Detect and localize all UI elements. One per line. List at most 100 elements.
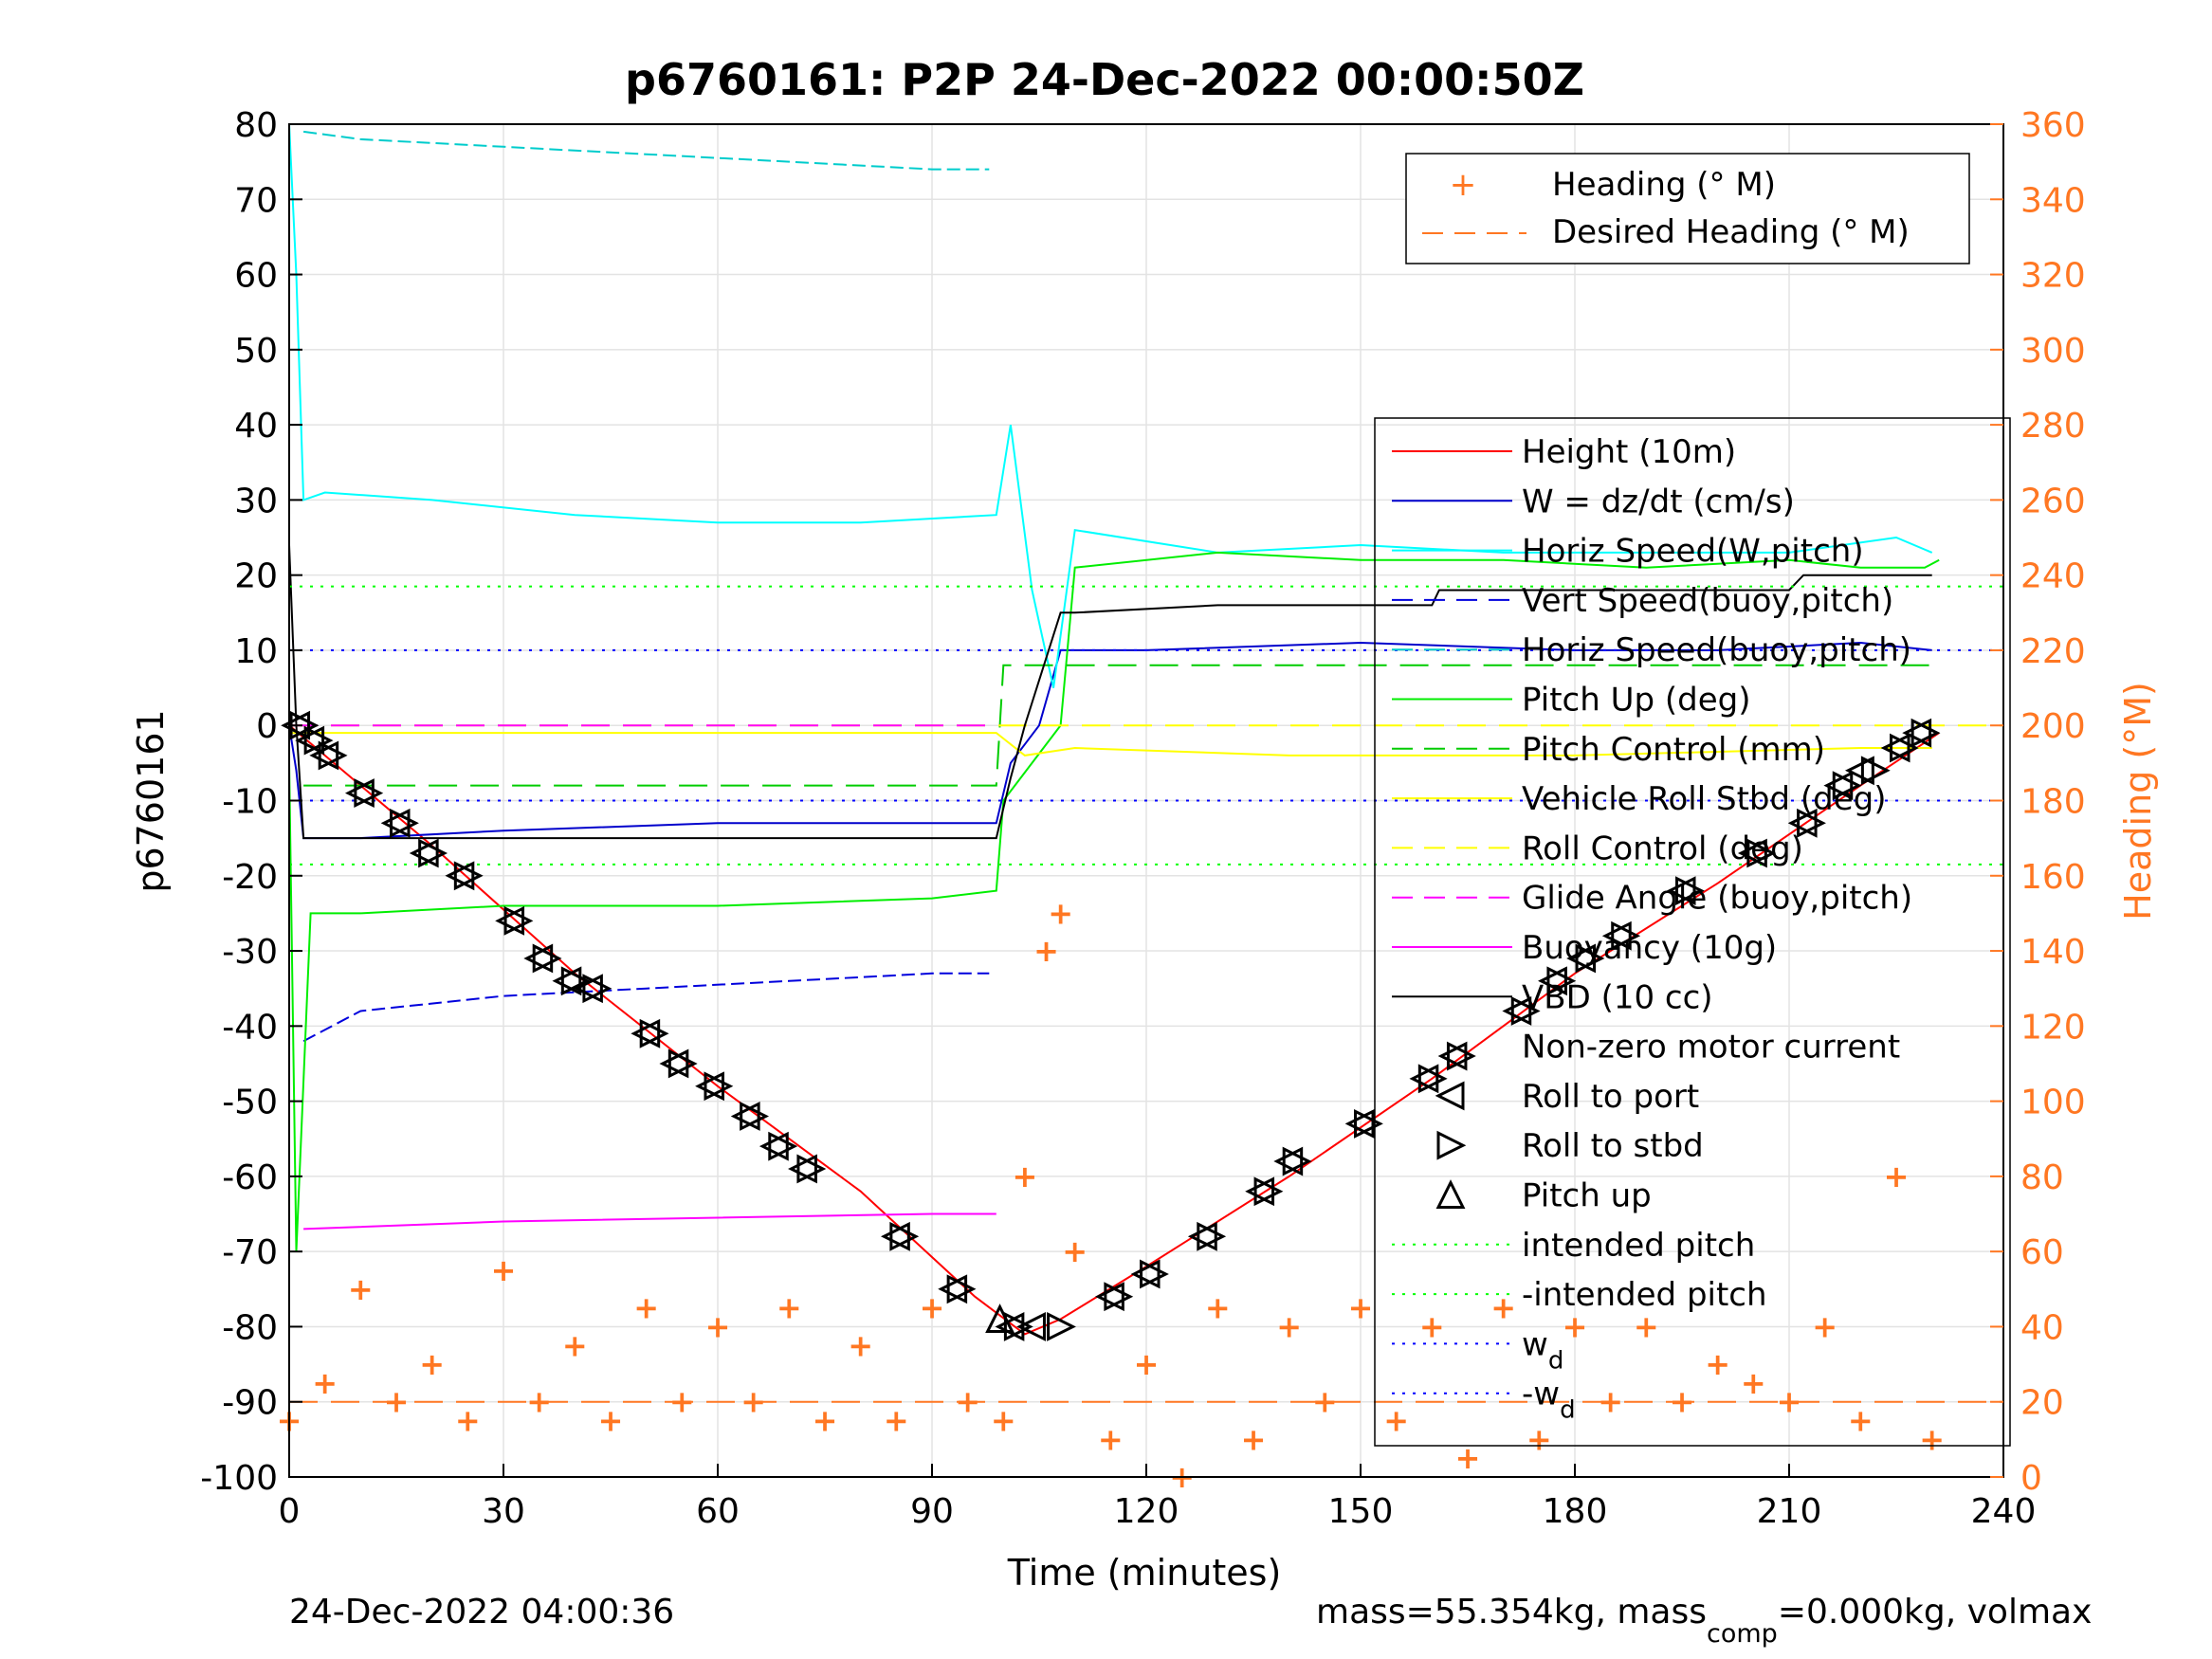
footer-tail: =0.000kg, volmax xyxy=(1778,1593,2093,1632)
heading-point: + xyxy=(705,1308,731,1344)
roll-to-port-marker xyxy=(1245,1176,1275,1207)
y-tick-label: -50 xyxy=(222,1084,278,1122)
roll-to-stbd-marker xyxy=(1140,1259,1169,1289)
y-tick-label: 40 xyxy=(234,407,278,446)
roll-to-stbd-marker xyxy=(1575,943,1605,974)
footer-main: mass=55.354kg, mass xyxy=(1316,1593,1707,1632)
heading-point: + xyxy=(562,1327,588,1363)
roll-to-stbd-marker xyxy=(1104,1282,1134,1312)
y-tick-label: 60 xyxy=(234,257,278,296)
y2-tick-label: 340 xyxy=(2020,181,2086,220)
roll-to-port-marker xyxy=(1016,1312,1046,1341)
heading-point: + xyxy=(991,1403,1016,1439)
roll-to-stbd-marker xyxy=(418,838,448,868)
roll-to-port-marker xyxy=(295,725,325,756)
y2-tick-label: 40 xyxy=(2020,1308,2064,1347)
y-tick-label: -80 xyxy=(222,1308,278,1347)
roll-to-port-marker xyxy=(552,966,582,996)
roll-to-stbd-marker xyxy=(1354,1108,1383,1139)
heading-point: + xyxy=(1634,1308,1659,1344)
roll-to-stbd-marker xyxy=(303,725,334,756)
roll-to-port-marker xyxy=(1273,1146,1304,1176)
roll-to-port-marker xyxy=(1844,756,1874,786)
y-tick-label: 0 xyxy=(256,707,278,746)
heading-point: + xyxy=(813,1403,838,1439)
y2-tick-label: 60 xyxy=(2020,1233,2064,1272)
y-tick-label: 30 xyxy=(234,482,278,520)
roll-to-stbd-marker xyxy=(1746,838,1777,868)
roll-to-stbd-marker xyxy=(560,966,591,996)
heading-point: + xyxy=(1848,1403,1874,1439)
roll-to-stbd-marker xyxy=(1417,1064,1448,1094)
legend-label: Horiz Speed(buoy,pitch) xyxy=(1522,631,1911,669)
y-tick-label: -30 xyxy=(222,933,278,972)
legend-subscript: d xyxy=(1560,1396,1576,1425)
roll-to-stbd-marker xyxy=(582,974,612,1004)
heading-point: + xyxy=(1033,933,1059,969)
y-tick-label: -20 xyxy=(222,858,278,897)
legend-label: Pitch up xyxy=(1522,1177,1652,1215)
series-line xyxy=(288,123,1933,688)
heading-point: + xyxy=(633,1290,659,1326)
heading-point: + xyxy=(1205,1290,1231,1326)
roll-to-port-marker xyxy=(730,1102,760,1131)
roll-to-port-marker xyxy=(523,943,554,974)
heading-point: + xyxy=(1383,1403,1409,1439)
x-axis: 0 30 60 90 120 150 180 210 240 xyxy=(279,1464,2036,1531)
heading-markers: + + + + + + + + + + + + + + + + + + + + + + + + + + + + + + + + + + + + + + + +… xyxy=(277,895,1945,1495)
legend-desired-heading-label: Desired Heading (° M) xyxy=(1552,213,1910,251)
roll-to-stbd-marker xyxy=(1253,1176,1284,1207)
roll-to-stbd-marker xyxy=(1910,718,1941,748)
roll-to-stbd-marker xyxy=(354,778,384,808)
roll-to-port-marker xyxy=(1666,876,1696,906)
x-tick-label: 60 xyxy=(696,1492,740,1531)
legend-label: Roll to port xyxy=(1522,1078,1699,1116)
heading-point: + xyxy=(598,1403,624,1439)
y-tick-label: -60 xyxy=(222,1158,278,1197)
series-line xyxy=(288,544,1932,840)
x-axis-label: Time (minutes) xyxy=(1007,1552,1282,1594)
roll-to-stbd-marker xyxy=(1446,1041,1476,1071)
heading-point: + xyxy=(1134,1346,1160,1382)
y-tick-label: -10 xyxy=(222,783,278,822)
roll-to-stbd-marker xyxy=(740,1102,770,1131)
series-layer xyxy=(288,123,2003,1403)
roll-to-port-marker xyxy=(1187,1221,1217,1251)
x-tick-label: 210 xyxy=(1757,1492,1822,1531)
roll-to-port-marker xyxy=(1437,1041,1468,1071)
y2-tick-label: 240 xyxy=(2020,557,2086,596)
legend-label: VBD (10 cc) xyxy=(1522,978,1713,1016)
roll-to-stbd-marker xyxy=(1860,756,1891,786)
y2-tick-label: 180 xyxy=(2020,783,2086,822)
roll-to-port-marker xyxy=(659,1048,689,1079)
legend-label: W = dz/dt (cm/s) xyxy=(1522,483,1795,520)
roll-to-port-marker xyxy=(309,740,339,771)
x-tick-label: 180 xyxy=(1543,1492,1608,1531)
legend-subscript: d xyxy=(1548,1346,1564,1375)
legend-label: Non-zero motor current xyxy=(1522,1029,1900,1066)
roll-to-stbd-marker xyxy=(704,1071,734,1102)
heading-point: + xyxy=(1241,1421,1267,1457)
roll-to-stbd-marker xyxy=(946,1274,977,1304)
roll-to-port-marker xyxy=(1409,1064,1439,1094)
y2-tick-label: 200 xyxy=(2020,707,2086,746)
roll-to-stbd-marker xyxy=(667,1048,698,1079)
roll-to-stbd-marker xyxy=(1197,1221,1227,1251)
y-axis-label: p6760161 xyxy=(130,709,172,892)
y2-tick-label: 120 xyxy=(2020,1008,2086,1047)
legend-marker xyxy=(1435,1081,1465,1111)
legend-label: Roll to stbd xyxy=(1522,1127,1704,1165)
x-tick-label: 120 xyxy=(1114,1492,1179,1531)
roll-to-port-marker xyxy=(281,710,311,740)
y-tick-label: 20 xyxy=(234,557,278,596)
roll-to-port-marker xyxy=(1823,771,1854,801)
heading-point: + xyxy=(455,1403,481,1439)
y2-tick-label: 260 xyxy=(2020,482,2086,520)
timestamp: 24-Dec-2022 04:00:36 xyxy=(289,1593,674,1632)
heading-point: + xyxy=(1062,1233,1088,1269)
event-markers xyxy=(281,710,1941,1341)
roll-to-port-marker xyxy=(574,974,603,1004)
heading-point: + xyxy=(1312,1384,1338,1420)
heading-point: + xyxy=(1919,1421,1945,1457)
